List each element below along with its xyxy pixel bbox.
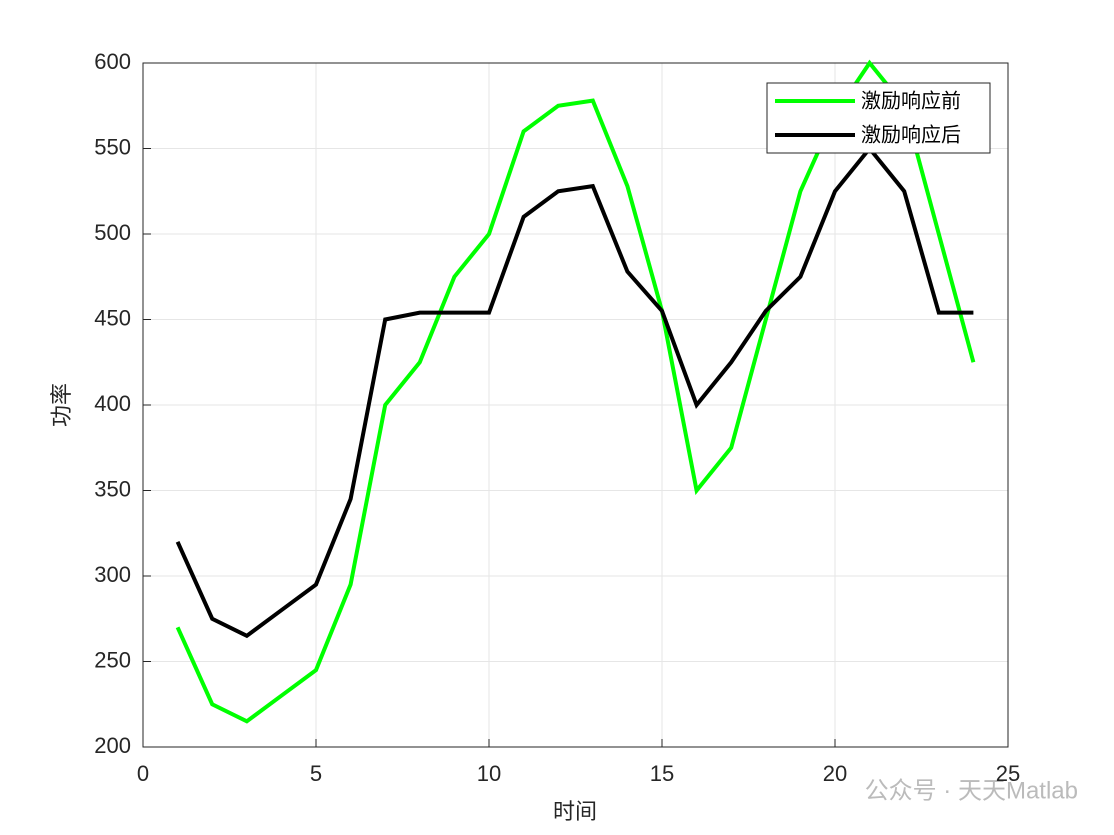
x-tick-label: 15 <box>650 761 674 786</box>
y-tick-label: 500 <box>94 220 131 245</box>
y-tick-label: 250 <box>94 647 131 672</box>
x-tick-label: 10 <box>477 761 501 786</box>
x-tick-label: 0 <box>137 761 149 786</box>
watermark: 公众号 · 天天Matlab <box>865 777 1078 804</box>
plot-frame <box>142 62 1009 748</box>
y-tick-label: 300 <box>94 562 131 587</box>
legend-label: 激励响应前 <box>861 89 961 113</box>
y-tick-label: 550 <box>94 134 131 159</box>
x-tick-label: 20 <box>823 761 847 786</box>
y-tick-label: 600 <box>94 49 131 74</box>
x-axis-label: 时间 <box>553 800 597 825</box>
y-tick-label: 200 <box>94 733 131 758</box>
y-tick-label: 450 <box>94 305 131 330</box>
x-tick-label: 5 <box>310 761 322 786</box>
legend-label: 激励响应后 <box>861 123 961 147</box>
legend-box <box>766 82 991 154</box>
y-tick-label: 400 <box>94 391 131 416</box>
line <box>175 145 974 639</box>
y-axis-label: 功率 <box>50 383 75 427</box>
x-tick-label: 25 <box>996 761 1020 786</box>
y-tick-label: 350 <box>94 476 131 501</box>
